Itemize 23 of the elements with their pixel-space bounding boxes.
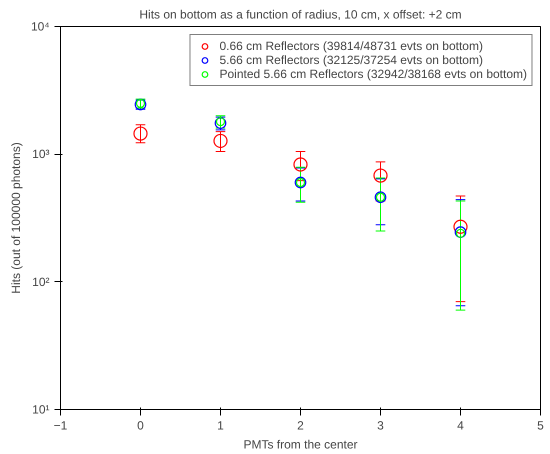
point (454, 226, 466, 238)
x-tick-label: −1 (54, 418, 68, 432)
y-tick-label: 10² (32, 274, 50, 289)
x-tick-label: 0 (137, 418, 144, 432)
y-tick-label: 10¹ (32, 402, 50, 416)
legend-label: 0.66 cm Reflectors (39814/48731 evts on bottom) (219, 39, 483, 53)
y-tick-label: 10⁴ (30, 20, 50, 34)
point (213, 134, 228, 148)
point (293, 157, 308, 172)
chart-title: Hits on bottom as a function of radius, 10 cm, x offset: +2 cm (139, 8, 462, 22)
legend-label: Pointed 5.66 cm Reflectors (32942/38168 evts on bottom) (219, 67, 527, 81)
legend-label: 5.66 cm Reflectors (32125/37254 evts on bottom) (219, 53, 483, 67)
x-tick-label: 2 (297, 418, 304, 432)
y-axis-title: Hits (out of 100000 photons) (8, 142, 23, 294)
point (456, 228, 466, 238)
x-tick-label: 4 (457, 418, 464, 432)
point (453, 220, 468, 234)
y-tick-label: 10³ (32, 147, 50, 162)
x-tick-label: 3 (377, 418, 384, 432)
x-axis-title: PMTs from the center (243, 438, 358, 452)
x-tick-label: 5 (537, 418, 544, 432)
point (373, 168, 388, 183)
x-tick-label: 1 (217, 418, 224, 432)
